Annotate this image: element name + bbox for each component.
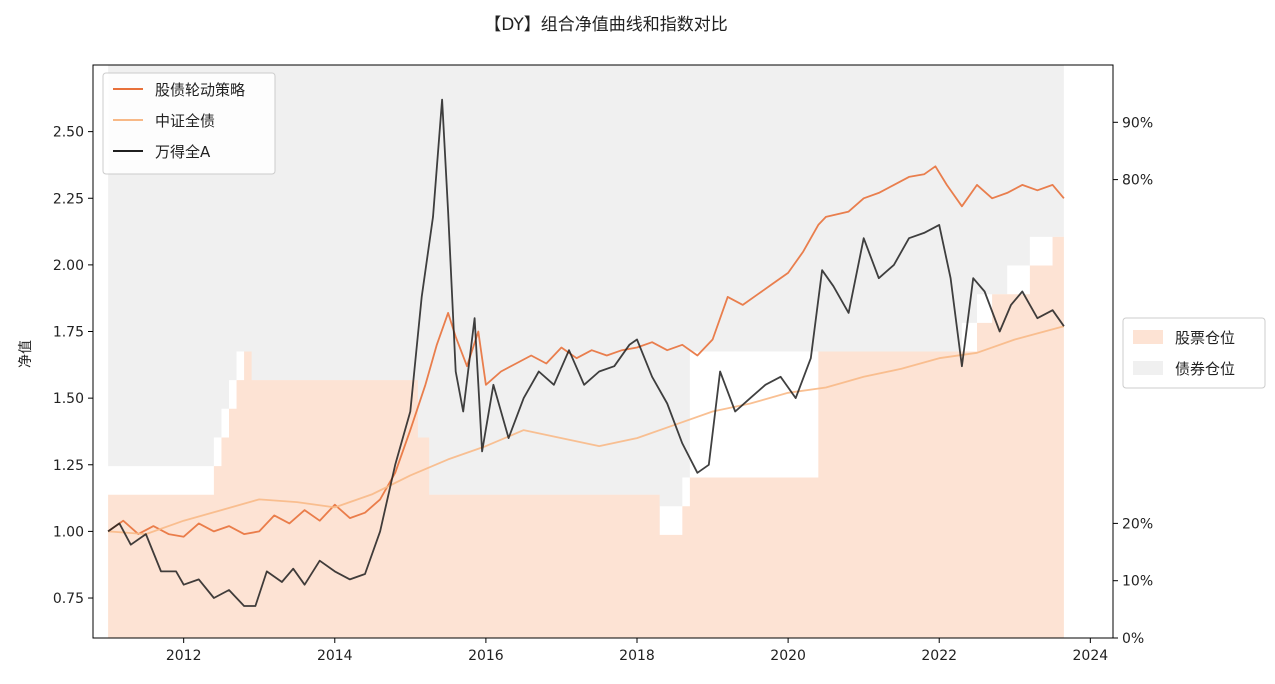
legend-swatch [1133, 330, 1163, 344]
legend-main-box [102, 72, 276, 175]
y2-tick-label: 20% [1122, 516, 1153, 532]
x-tick-label: 2014 [317, 648, 353, 664]
legend-label: 股债轮动策略 [155, 81, 245, 99]
x-tick-label: 2020 [770, 648, 806, 664]
y-tick-label: 2.50 [53, 125, 84, 141]
stock-position-area [108, 236, 1064, 638]
y2-tick-label: 80% [1122, 173, 1153, 189]
y-tick-label: 1.75 [53, 325, 84, 341]
legend-label: 中证全债 [155, 112, 215, 130]
plot-frame [92, 64, 1114, 639]
x-tick-label: 2022 [921, 648, 957, 664]
y2-tick-label: 0% [1122, 631, 1144, 647]
bond-index-line [108, 325, 1065, 535]
y-axis-label: 净值 [18, 340, 34, 368]
y-tick-label: 2.00 [53, 258, 84, 274]
legend-label: 债券仓位 [1175, 360, 1235, 378]
y2-tick-label: 90% [1122, 115, 1153, 131]
wind-a-line [107, 98, 1065, 607]
y-tick-label: 2.25 [53, 191, 84, 207]
legend-label: 股票仓位 [1175, 329, 1235, 347]
y-tick-label: 1.00 [53, 524, 84, 540]
y-tick-label: 0.75 [53, 591, 84, 607]
y-tick-label: 1.50 [53, 391, 84, 407]
chart-title: 【DY】组合净值曲线和指数对比 [484, 15, 728, 35]
y-tick-label: 1.25 [53, 458, 84, 474]
plot-area [107, 65, 1065, 638]
strategy-line [107, 165, 1065, 538]
x-tick-label: 2024 [1073, 648, 1109, 664]
legend-label: 万得全A [155, 143, 211, 161]
x-tick-label: 2018 [619, 648, 655, 664]
y2-tick-label: 10% [1122, 574, 1153, 590]
x-tick-label: 2012 [166, 648, 202, 664]
legend-swatch [1133, 361, 1163, 375]
axes: 2012 2014 2016 2018 2020 2022 2024 0.75 1.00 1.25… [53, 64, 1153, 664]
x-tick-label: 2016 [468, 648, 504, 664]
